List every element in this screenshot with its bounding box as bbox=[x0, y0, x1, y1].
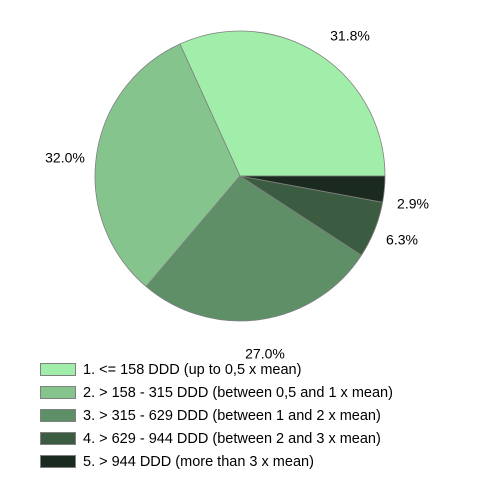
legend-item-4: 4. > 629 - 944 DDD (between 2 and 3 x me… bbox=[40, 427, 393, 450]
legend-item-5: 5. > 944 DDD (more than 3 x mean) bbox=[40, 450, 393, 473]
legend-swatch-5 bbox=[40, 455, 76, 468]
pie-slice-1 bbox=[179, 30, 386, 177]
legend-label-3: 3. > 315 - 629 DDD (between 1 and 2 x me… bbox=[83, 407, 381, 424]
legend-item-1: 1. <= 158 DDD (up to 0,5 x mean) bbox=[40, 358, 393, 381]
legend-swatch-1 bbox=[40, 363, 76, 376]
slice-data-label-2: 32.0% bbox=[45, 150, 85, 166]
slice-data-label-4: 6.3% bbox=[386, 232, 418, 248]
legend-swatch-4 bbox=[40, 432, 76, 445]
legend-swatch-3 bbox=[40, 409, 76, 422]
legend-label-5: 5. > 944 DDD (more than 3 x mean) bbox=[83, 453, 314, 470]
pie-slice-5 bbox=[239, 175, 386, 203]
legend-item-3: 3. > 315 - 629 DDD (between 1 and 2 x me… bbox=[40, 404, 393, 427]
legend-label-1: 1. <= 158 DDD (up to 0,5 x mean) bbox=[83, 361, 302, 378]
pie-slice-3 bbox=[145, 175, 362, 322]
legend-label-4: 4. > 629 - 944 DDD (between 2 and 3 x me… bbox=[83, 430, 381, 447]
pie-slice-2 bbox=[94, 43, 241, 288]
legend-item-2: 2. > 158 - 315 DDD (between 0,5 and 1 x … bbox=[40, 381, 393, 404]
pie-chart-plot: 31.8% 32.0% 27.0% 6.3% 2.9% bbox=[45, 28, 429, 360]
legend-label-2: 2. > 158 - 315 DDD (between 0,5 and 1 x … bbox=[83, 384, 393, 401]
slice-data-label-3: 27.0% bbox=[245, 346, 285, 360]
slice-data-label-1: 31.8% bbox=[330, 28, 370, 44]
slice-data-label-5: 2.9% bbox=[397, 196, 429, 212]
legend-swatch-2 bbox=[40, 386, 76, 399]
chart-legend: 1. <= 158 DDD (up to 0,5 x mean) 2. > 158… bbox=[40, 358, 393, 473]
